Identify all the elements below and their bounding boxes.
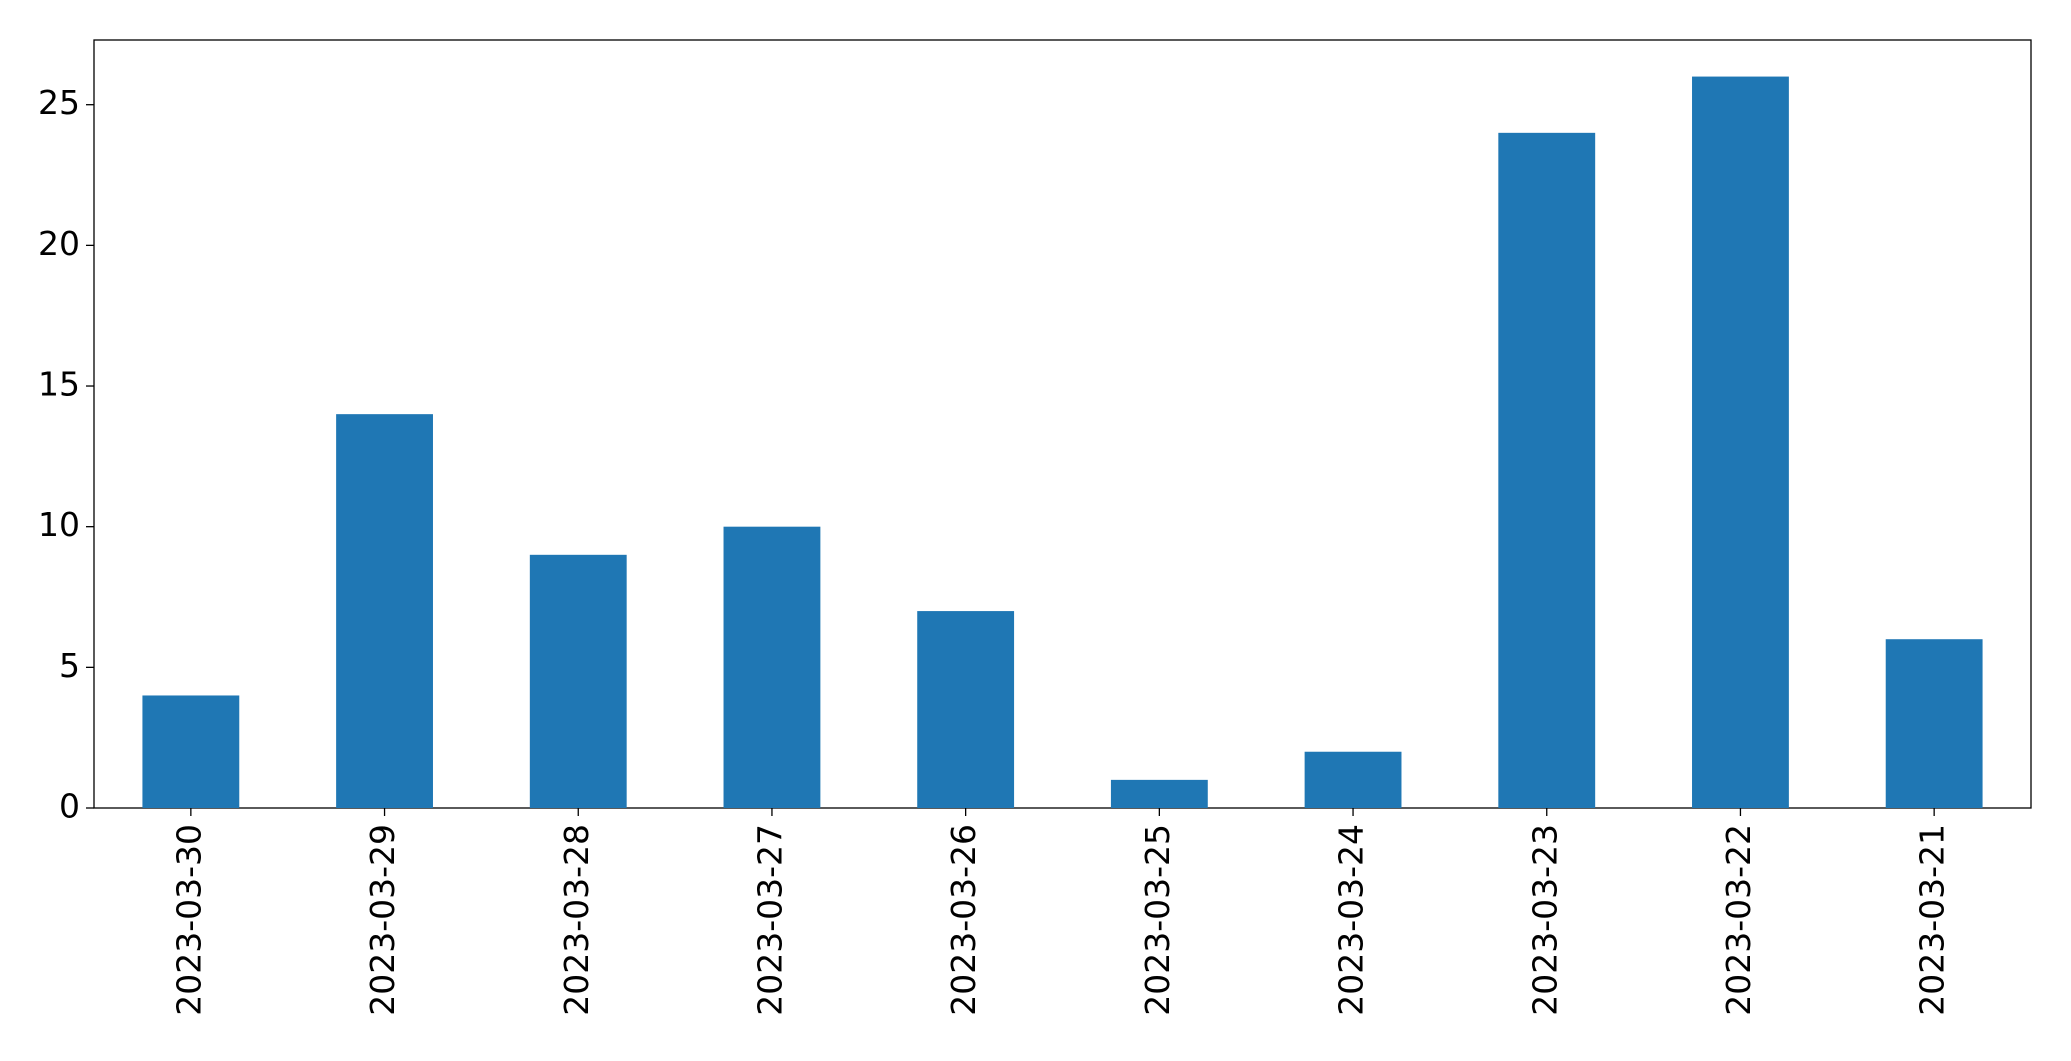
x-tick-label: 2023-03-23 <box>1525 824 1564 1016</box>
bar <box>142 695 240 808</box>
bar <box>1304 751 1402 808</box>
bar <box>723 526 821 808</box>
y-tick-label: 25 <box>38 83 80 122</box>
y-tick-label: 0 <box>59 787 80 826</box>
x-tick-label: 2023-03-25 <box>1138 824 1177 1016</box>
x-tick-label: 2023-03-27 <box>750 824 789 1016</box>
bar <box>1692 76 1789 809</box>
bar <box>917 611 1015 808</box>
bar <box>336 414 433 808</box>
y-tick-label: 10 <box>38 505 80 544</box>
bar <box>1110 779 1208 808</box>
y-tick-label: 15 <box>38 365 80 404</box>
y-tick-label: 5 <box>59 646 80 685</box>
bar <box>1885 639 1983 808</box>
bar <box>529 554 627 808</box>
y-tick-label: 20 <box>38 224 80 263</box>
x-tick-label: 2023-03-26 <box>944 824 983 1016</box>
plot-frame <box>93 39 2032 809</box>
x-tick-label: 2023-03-29 <box>363 824 402 1016</box>
x-tick-label: 2023-03-22 <box>1719 824 1758 1016</box>
x-tick-label: 2023-03-28 <box>557 824 596 1016</box>
bar <box>1498 132 1596 809</box>
x-tick-label: 2023-03-30 <box>169 824 208 1016</box>
x-tick-label: 2023-03-21 <box>1913 824 1952 1016</box>
x-tick-label: 2023-03-24 <box>1332 824 1371 1016</box>
